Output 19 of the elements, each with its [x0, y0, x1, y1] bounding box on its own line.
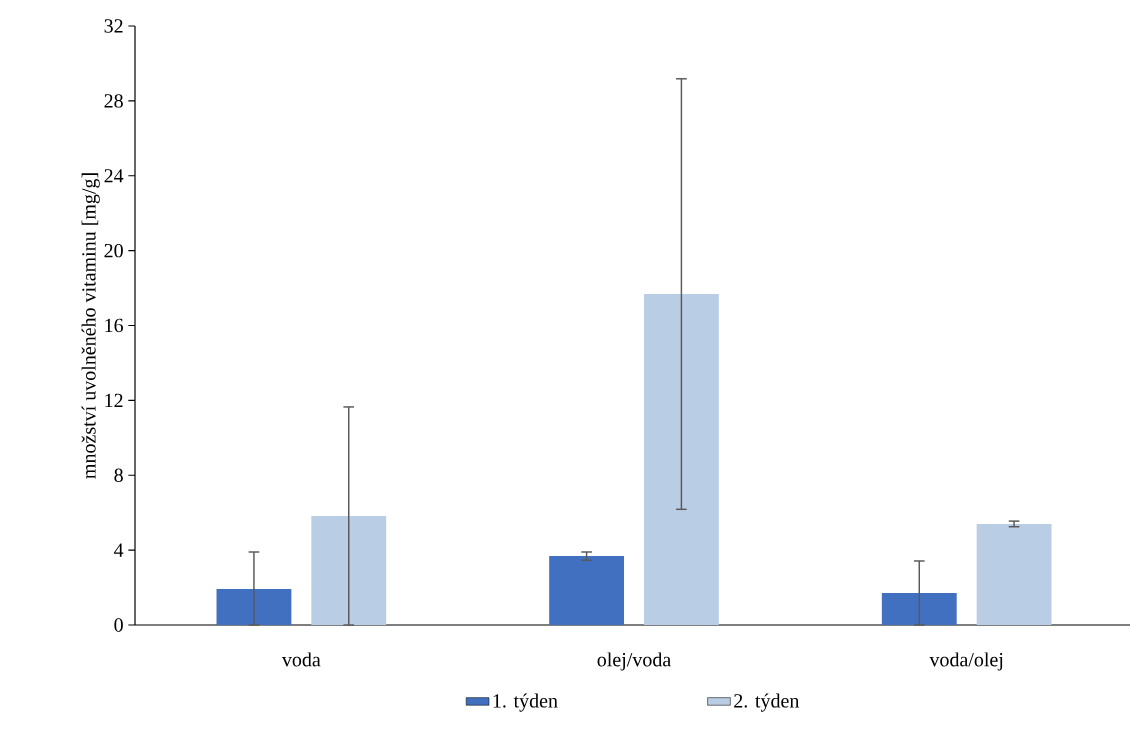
bar [976, 523, 1052, 625]
y-tick-label: 4 [114, 543, 124, 557]
x-tick-label: voda [281, 652, 321, 667]
y-tick-label: 28 [104, 94, 123, 108]
y-tick-label: 0 [114, 618, 123, 632]
legend-label: 1. týden [493, 693, 558, 712]
x-tick-label: olej/voda [597, 652, 671, 671]
y-tick-label: 32 [104, 19, 123, 33]
y-tick-label: 16 [105, 318, 124, 333]
bar [549, 556, 625, 625]
y-axis-title: množství uvolněného vitaminu [mg/g] [81, 173, 100, 479]
legend-label: 2. týden [734, 693, 800, 712]
bar [881, 592, 957, 625]
y-tick-label: 12 [105, 393, 123, 407]
y-tick-label: 20 [104, 243, 123, 258]
x-tick-label: voda/olej [929, 652, 1003, 671]
y-tick-label: 24 [104, 169, 124, 183]
y-tick-label: 8 [114, 468, 123, 482]
bar [216, 589, 292, 625]
